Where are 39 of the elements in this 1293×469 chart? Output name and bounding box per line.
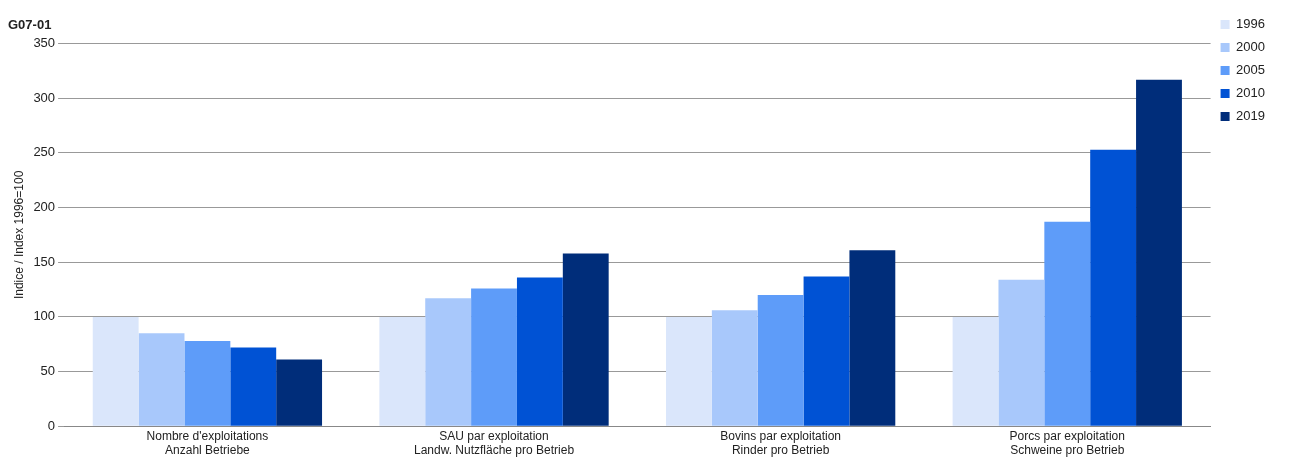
legend-label: 2019 — [1236, 108, 1265, 124]
legend-label: 2005 — [1236, 62, 1265, 78]
bar — [952, 316, 999, 426]
y-tick-label: 300 — [33, 89, 56, 105]
bar — [471, 288, 517, 426]
y-tick-label: 50 — [40, 363, 56, 379]
bar — [1136, 79, 1182, 426]
y-tick-label: 350 — [33, 35, 56, 51]
bar — [425, 298, 472, 426]
x-tick-label: Bovins par exploitation Rinder pro Betrieb — [720, 428, 842, 458]
legend-label: 1996 — [1236, 16, 1265, 32]
x-tick-label: Nombre d'exploitations Anzahl Betriebe — [146, 428, 269, 458]
bar — [562, 253, 609, 426]
bar — [516, 277, 563, 426]
bar — [849, 250, 896, 426]
y-tick-label: 100 — [33, 308, 56, 324]
y-tick-label: 250 — [33, 144, 56, 160]
bar — [379, 316, 426, 426]
y-tick-label: 0 — [47, 417, 56, 433]
x-tick-label: SAU par exploitation Landw. Nutzfläche pro Betrieb — [413, 428, 575, 458]
bar — [803, 276, 850, 426]
y-tick-label: 200 — [33, 199, 56, 215]
bar — [138, 333, 185, 426]
bar — [276, 359, 323, 426]
bar — [998, 279, 1045, 426]
legend-label: 2010 — [1236, 85, 1265, 101]
bar — [666, 316, 712, 426]
bar — [1044, 221, 1091, 426]
x-tick-label: Porcs par exploitation Schweine pro Betrieb — [1009, 428, 1125, 458]
y-tick-label: 150 — [33, 253, 56, 269]
bar — [184, 340, 231, 426]
y-axis-title: Indice / Index 1996=100 — [11, 170, 26, 300]
legend-label: 2000 — [1236, 39, 1265, 55]
bar — [711, 310, 758, 426]
bar — [92, 316, 139, 426]
bar — [1090, 149, 1137, 426]
bar — [230, 347, 277, 426]
bar — [757, 295, 804, 426]
chart-title: G07-01 — [8, 17, 52, 33]
